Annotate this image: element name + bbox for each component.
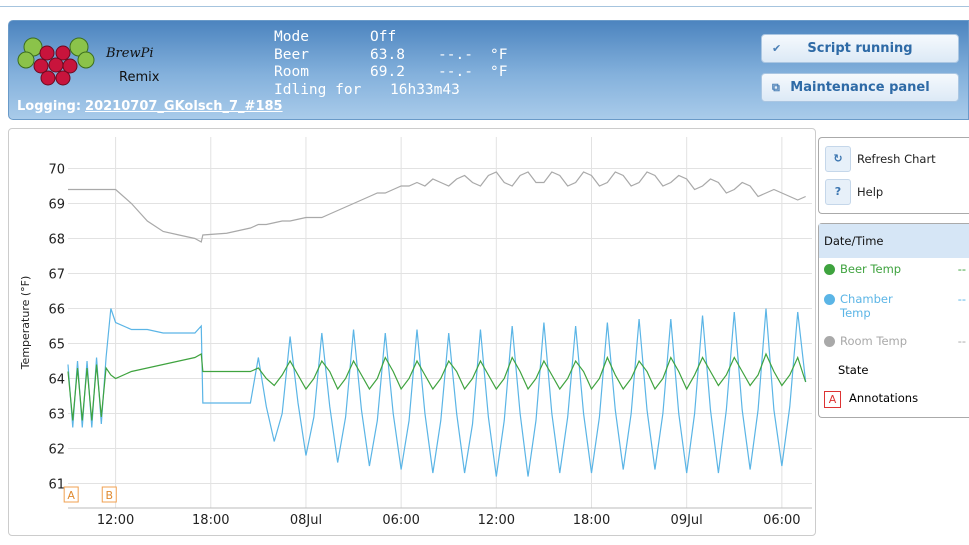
x-tick-label: 12:00 bbox=[478, 513, 515, 528]
x-tick-label: 12:00 bbox=[97, 513, 134, 528]
series-line bbox=[67, 308, 807, 477]
y-tick-label: 66 bbox=[48, 303, 65, 318]
status-row: Room 69.2 --.- °F bbox=[274, 64, 510, 82]
button-label: Refresh Chart bbox=[857, 152, 936, 166]
x-tick-label: 06:00 bbox=[382, 513, 419, 528]
status-cell: Mode bbox=[274, 29, 309, 45]
legend-header: Date/Time bbox=[819, 224, 969, 258]
status-cell: °F bbox=[490, 64, 508, 80]
status: Mode Off Beer 63.8 --.- °F Room 69.2 --.- °F Idlin… bbox=[274, 29, 510, 99]
chart-controls: ↻ Refresh Chart ? Help bbox=[818, 137, 969, 214]
header: BrewPi Remix Mode Off Beer 63.8 --.- °F Room 69… bbox=[8, 20, 969, 120]
x-tick-label: 08Jul bbox=[290, 513, 322, 528]
x-tick-label: 18:00 bbox=[573, 513, 610, 528]
legend-item[interactable]: Beer Temp -- bbox=[824, 262, 968, 276]
legend-label: Chamber Temp bbox=[840, 292, 893, 320]
legend-label: State bbox=[838, 363, 869, 377]
series-line bbox=[68, 171, 806, 243]
x-tick-label: 06:00 bbox=[763, 513, 800, 528]
status-cell: 63.8 bbox=[370, 46, 405, 63]
logging-link[interactable]: 20210707_GKolsch_7_#185 bbox=[85, 99, 283, 114]
annotation-marker bbox=[101, 486, 117, 503]
top-border bbox=[0, 0, 969, 7]
status-row: Beer 63.8 --.- °F bbox=[274, 47, 510, 65]
status-cell: --.- bbox=[438, 46, 473, 63]
logo: BrewPi Remix bbox=[17, 37, 160, 86]
status-row: Mode Off bbox=[274, 29, 510, 47]
legend-item[interactable]: Room Temp -- bbox=[824, 334, 968, 348]
button-label: Help bbox=[857, 185, 884, 199]
y-axis-title: Temperature (°F) bbox=[19, 276, 32, 371]
logo-text: BrewPi bbox=[105, 46, 154, 61]
button-label: Script running bbox=[807, 41, 913, 56]
chart: 61 62 63 64 65 66 67 68 69 70 12:00 18:00 08Jul 06:00… bbox=[19, 137, 812, 528]
legend-item: State bbox=[838, 363, 969, 377]
legend-label: Beer Temp bbox=[840, 262, 902, 276]
refresh-button[interactable]: ↻ Refresh Chart bbox=[825, 146, 936, 172]
x-tick-label: 18:00 bbox=[192, 513, 229, 528]
script-button[interactable]: ✔ Script running bbox=[761, 34, 959, 63]
annotation-label: A bbox=[67, 489, 75, 502]
legend-dot bbox=[824, 336, 835, 347]
status-cell: Room bbox=[274, 64, 309, 80]
status-row: Idling for 16h33m43 bbox=[274, 82, 510, 100]
status-cell: 69.2 bbox=[370, 64, 405, 80]
x-tick-label: 09Jul bbox=[671, 513, 703, 528]
y-tick-label: 69 bbox=[48, 198, 65, 213]
legend-value: -- bbox=[957, 262, 966, 276]
legend-item[interactable]: Chamber Temp -- bbox=[824, 292, 968, 320]
chart-box bbox=[8, 128, 816, 536]
button-label: Maintenance panel bbox=[790, 80, 930, 95]
legend-icon: A bbox=[824, 391, 841, 408]
status-cell: °F bbox=[490, 46, 508, 63]
status-cell: --.- bbox=[438, 64, 473, 80]
y-tick-label: 62 bbox=[48, 443, 65, 458]
annotation-marker bbox=[63, 486, 79, 503]
y-tick-label: 70 bbox=[48, 163, 65, 178]
legend-item: A Annotations bbox=[824, 391, 968, 408]
annotation-label: B bbox=[105, 489, 113, 502]
legend-dot bbox=[824, 264, 835, 275]
series-line bbox=[67, 352, 807, 421]
status-cell: Beer bbox=[274, 46, 309, 63]
help-button[interactable]: ? Help bbox=[825, 179, 883, 205]
y-tick-label: 65 bbox=[48, 338, 65, 353]
legend-label: Annotations bbox=[849, 391, 919, 405]
status-cell: 16h33m43 bbox=[390, 81, 460, 98]
legend-value: -- bbox=[957, 334, 966, 348]
logo-text: Remix bbox=[119, 70, 160, 85]
logging-label: Logging: bbox=[17, 99, 82, 114]
logging: Logging: 20210707_GKolsch_7_#185 bbox=[17, 99, 283, 114]
legend: Date/Time Beer Temp -- Chamber Temp -- Room … bbox=[818, 223, 969, 418]
maintenance-button[interactable]: ⧉ Maintenance panel bbox=[761, 73, 959, 102]
legend-value: -- bbox=[957, 292, 966, 306]
y-tick-label: 63 bbox=[48, 408, 65, 423]
y-tick-label: 61 bbox=[48, 478, 65, 493]
status-cell: Off bbox=[370, 29, 397, 45]
y-tick-label: 64 bbox=[48, 373, 65, 388]
status-cell: Idling for bbox=[274, 81, 362, 98]
legend-label: Room Temp bbox=[840, 334, 908, 348]
y-tick-label: 68 bbox=[48, 233, 65, 248]
y-tick-label: 67 bbox=[48, 268, 65, 283]
legend-dot bbox=[824, 294, 835, 305]
